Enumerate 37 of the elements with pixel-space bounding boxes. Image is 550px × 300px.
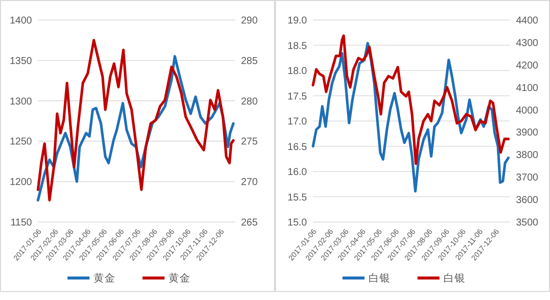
y2-tick-label: 280 — [241, 96, 258, 108]
y2-tick-label: 4100 — [516, 82, 539, 94]
y2-tick-label: 3800 — [516, 150, 539, 162]
y2-tick-label: 4400 — [516, 16, 539, 26]
y2-tick-label: 270 — [241, 177, 258, 188]
y2-tick-label: 3900 — [516, 128, 539, 139]
line-series — [312, 42, 510, 192]
y-tick-label: 1400 — [10, 16, 32, 26]
y2-tick-label: 4200 — [516, 60, 539, 72]
y-tick-label: 1150 — [10, 218, 32, 228]
y2-tick-label: 275 — [241, 136, 258, 148]
y-tick-label: 15.5 — [288, 192, 308, 204]
y2-tick-label: 3600 — [516, 195, 539, 206]
y-tick-label: 15.0 — [288, 218, 308, 228]
y-tick-label: 1200 — [10, 177, 32, 188]
y2-tick-label: 265 — [241, 218, 258, 228]
y-tick-label: 1350 — [10, 56, 32, 67]
y-tick-label: 17.5 — [288, 91, 308, 102]
y-tick-label: 18.0 — [288, 66, 308, 77]
y-tick-label: 18.5 — [288, 40, 308, 52]
legend-label: 黄金 — [168, 272, 190, 285]
y-tick-label: 1250 — [10, 136, 32, 148]
y-tick-label: 16.5 — [288, 142, 308, 153]
legend-label: 黄金 — [94, 272, 116, 285]
legend-label: 白银 — [444, 272, 466, 285]
y2-tick-label: 285 — [241, 56, 258, 67]
y-tick-label: 16.0 — [288, 167, 308, 178]
y2-tick-label: 4300 — [516, 38, 539, 49]
y-tick-label: 19.0 — [288, 16, 308, 26]
y2-tick-label: 3500 — [516, 218, 539, 228]
legend-label: 白银 — [368, 272, 390, 285]
y-tick-label: 1300 — [10, 96, 32, 108]
y2-tick-label: 4000 — [516, 105, 539, 116]
y2-tick-label: 290 — [241, 16, 258, 26]
line-series — [312, 34, 510, 165]
y2-tick-label: 3700 — [516, 172, 539, 184]
y-tick-label: 17.0 — [288, 116, 308, 128]
